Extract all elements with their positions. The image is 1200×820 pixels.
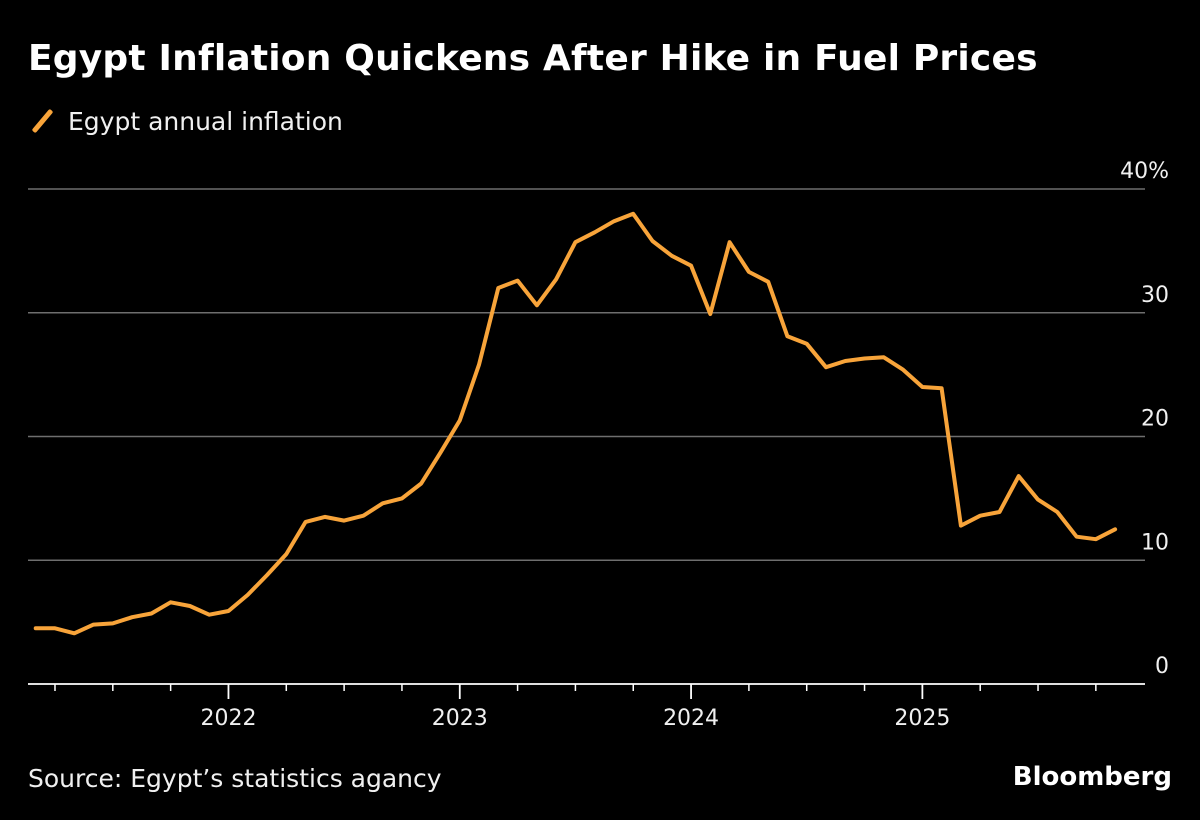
y-tick-label-30: 30 bbox=[1141, 283, 1169, 308]
series-line-0 bbox=[33, 211, 1118, 636]
x-tick-label-2023: 2023 bbox=[432, 706, 488, 731]
x-axis: 2022 2023 2024 2025 bbox=[28, 683, 1145, 731]
series-group bbox=[33, 211, 1118, 636]
x-tick-label-2024: 2024 bbox=[663, 706, 719, 731]
y-tick-label-0: 0 bbox=[1155, 654, 1169, 679]
x-tick-label-2025: 2025 bbox=[894, 706, 950, 731]
legend: Egypt annual inflation bbox=[30, 104, 343, 138]
y-tick-label-20: 20 bbox=[1141, 407, 1169, 432]
bloomberg-logo: Bloomberg bbox=[1012, 762, 1172, 792]
chart-title: Egypt Inflation Quickens After Hike in F… bbox=[28, 38, 1038, 79]
legend-label: Egypt annual inflation bbox=[68, 106, 343, 136]
x-tick-label-2022: 2022 bbox=[200, 706, 256, 731]
gridlines bbox=[28, 188, 1145, 561]
source-note: Source: Egypt’s statistics agancy bbox=[28, 764, 442, 793]
y-tick-label-40: 40% bbox=[1120, 159, 1169, 184]
y-tick-label-10: 10 bbox=[1141, 530, 1169, 555]
y-axis-tick-labels: 0 10 20 30 40% bbox=[1120, 159, 1169, 679]
